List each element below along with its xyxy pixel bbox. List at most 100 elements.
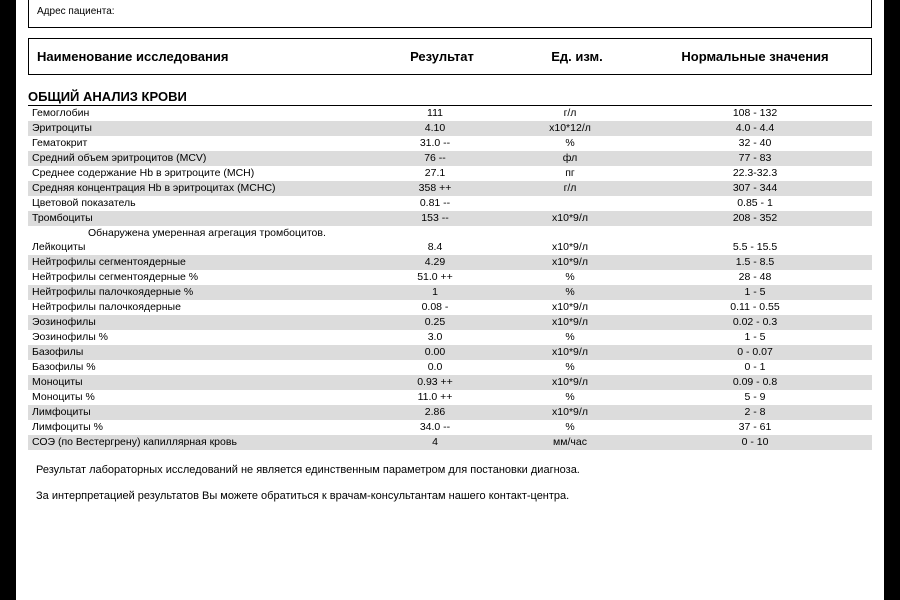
cell-unit: %	[500, 390, 640, 404]
aggregation-note: Обнаружена умеренная агрегация тромбоцит…	[28, 226, 872, 240]
table-row: Тромбоциты153 --х10*9/л208 - 352	[28, 211, 872, 226]
cell-result: 0.25	[370, 315, 500, 329]
cell-result: 8.4	[370, 240, 500, 254]
cell-ref: 37 - 61	[640, 420, 870, 434]
cell-name: Эозинофилы %	[30, 330, 370, 344]
cell-name: Цветовой показатель	[30, 196, 370, 210]
cell-unit: %	[500, 330, 640, 344]
cell-ref: 5.5 - 15.5	[640, 240, 870, 254]
cell-unit: %	[500, 136, 640, 150]
table-header: Наименование исследования Результат Ед. …	[28, 38, 872, 75]
cell-result: 0.81 --	[370, 196, 500, 210]
cell-unit: х10*9/л	[500, 300, 640, 314]
cell-result: 11.0 ++	[370, 390, 500, 404]
table-row: Моноциты %11.0 ++%5 - 9	[28, 390, 872, 405]
cell-ref: 4.0 - 4.4	[640, 121, 870, 135]
cell-name: Моноциты	[30, 375, 370, 389]
cell-name: Тромбоциты	[30, 211, 370, 225]
cell-result: 4	[370, 435, 500, 449]
cell-unit: пг	[500, 166, 640, 180]
table-row: Эозинофилы %3.0%1 - 5	[28, 330, 872, 345]
cell-unit: х10*9/л	[500, 240, 640, 254]
cell-result: 51.0 ++	[370, 270, 500, 284]
cell-unit: г/л	[500, 106, 640, 120]
cell-name: Нейтрофилы сегментоядерные %	[30, 270, 370, 284]
table-row: Средний объем эритроцитов (MCV)76 --фл77…	[28, 151, 872, 166]
cell-result: 76 --	[370, 151, 500, 165]
cell-unit: х10*12/л	[500, 121, 640, 135]
cell-ref: 0 - 1	[640, 360, 870, 374]
cell-unit: %	[500, 270, 640, 284]
cell-unit: мм/час	[500, 435, 640, 449]
cell-ref: 208 - 352	[640, 211, 870, 225]
cell-name: Нейтрофилы палочкоядерные %	[30, 285, 370, 299]
cell-ref: 0.02 - 0.3	[640, 315, 870, 329]
table-row: Базофилы0.00х10*9/л0 - 0.07	[28, 345, 872, 360]
header-unit: Ед. изм.	[507, 49, 647, 64]
cell-ref: 1 - 5	[640, 330, 870, 344]
table-row: Средняя концентрация Hb в эритроцитах (M…	[28, 181, 872, 196]
lab-report-page: Адрес пациента: Наименование исследовани…	[16, 0, 884, 600]
cell-ref: 77 - 83	[640, 151, 870, 165]
cell-ref: 108 - 132	[640, 106, 870, 120]
cell-name: Среднее содержание Hb в эритроците (MCH)	[30, 166, 370, 180]
cell-unit: х10*9/л	[500, 375, 640, 389]
cell-name: Нейтрофилы палочкоядерные	[30, 300, 370, 314]
cell-ref: 0.85 - 1	[640, 196, 870, 210]
table-row: Гемоглобин111г/л108 - 132	[28, 106, 872, 121]
cell-name: Эозинофилы	[30, 315, 370, 329]
cell-unit: г/л	[500, 181, 640, 195]
header-result: Результат	[377, 49, 507, 64]
cell-result: 0.93 ++	[370, 375, 500, 389]
table-row: Лимфоциты2.86х10*9/л2 - 8	[28, 405, 872, 420]
section-title: ОБЩИЙ АНАЛИЗ КРОВИ	[28, 89, 872, 106]
cell-unit: %	[500, 420, 640, 434]
table-row: Эритроциты4.10х10*12/л4.0 - 4.4	[28, 121, 872, 136]
cell-ref: 0.11 - 0.55	[640, 300, 870, 314]
table-row: Базофилы %0.0%0 - 1	[28, 360, 872, 375]
cell-result: 2.86	[370, 405, 500, 419]
cell-result: 358 ++	[370, 181, 500, 195]
cell-unit: х10*9/л	[500, 255, 640, 269]
cell-name: Нейтрофилы сегментоядерные	[30, 255, 370, 269]
patient-address-label: Адрес пациента:	[37, 6, 115, 17]
cell-unit: х10*9/л	[500, 315, 640, 329]
cell-result: 111	[370, 106, 500, 120]
table-row: Гематокрит31.0 --%32 - 40	[28, 136, 872, 151]
table-row: Нейтрофилы палочкоядерные %1%1 - 5	[28, 285, 872, 300]
cell-result: 0.00	[370, 345, 500, 359]
cell-ref: 2 - 8	[640, 405, 870, 419]
cell-result: 31.0 --	[370, 136, 500, 150]
cell-unit: х10*9/л	[500, 405, 640, 419]
cell-name: Базофилы %	[30, 360, 370, 374]
cell-result: 27.1	[370, 166, 500, 180]
table-row: Эозинофилы0.25х10*9/л0.02 - 0.3	[28, 315, 872, 330]
cell-result: 1	[370, 285, 500, 299]
cell-ref: 5 - 9	[640, 390, 870, 404]
table-row: Среднее содержание Hb в эритроците (MCH)…	[28, 166, 872, 181]
table-row: Моноциты0.93 ++х10*9/л0.09 - 0.8	[28, 375, 872, 390]
cell-result: 4.29	[370, 255, 500, 269]
cell-ref: 32 - 40	[640, 136, 870, 150]
cell-ref: 0 - 10	[640, 435, 870, 449]
cell-name: Гематокрит	[30, 136, 370, 150]
cell-result: 34.0 --	[370, 420, 500, 434]
results-table: Гемоглобин111г/л108 - 132Эритроциты4.10х…	[28, 106, 872, 450]
patient-address-box: Адрес пациента:	[28, 0, 872, 28]
header-ref: Нормальные значения	[647, 49, 863, 64]
cell-name: Лейкоциты	[30, 240, 370, 254]
cell-ref: 28 - 48	[640, 270, 870, 284]
cell-name: Средний объем эритроцитов (MCV)	[30, 151, 370, 165]
cell-unit: %	[500, 360, 640, 374]
cell-result: 4.10	[370, 121, 500, 135]
table-row: Лимфоциты %34.0 --%37 - 61	[28, 420, 872, 435]
cell-unit: х10*9/л	[500, 345, 640, 359]
cell-unit: %	[500, 285, 640, 299]
cell-unit	[500, 196, 640, 210]
cell-unit: х10*9/л	[500, 211, 640, 225]
cell-ref: 1.5 - 8.5	[640, 255, 870, 269]
header-name: Наименование исследования	[37, 49, 377, 64]
table-row: Лейкоциты8.4х10*9/л5.5 - 15.5	[28, 240, 872, 255]
cell-name: СОЭ (по Вестергрену) капиллярная кровь	[30, 435, 370, 449]
cell-name: Средняя концентрация Hb в эритроцитах (M…	[30, 181, 370, 195]
